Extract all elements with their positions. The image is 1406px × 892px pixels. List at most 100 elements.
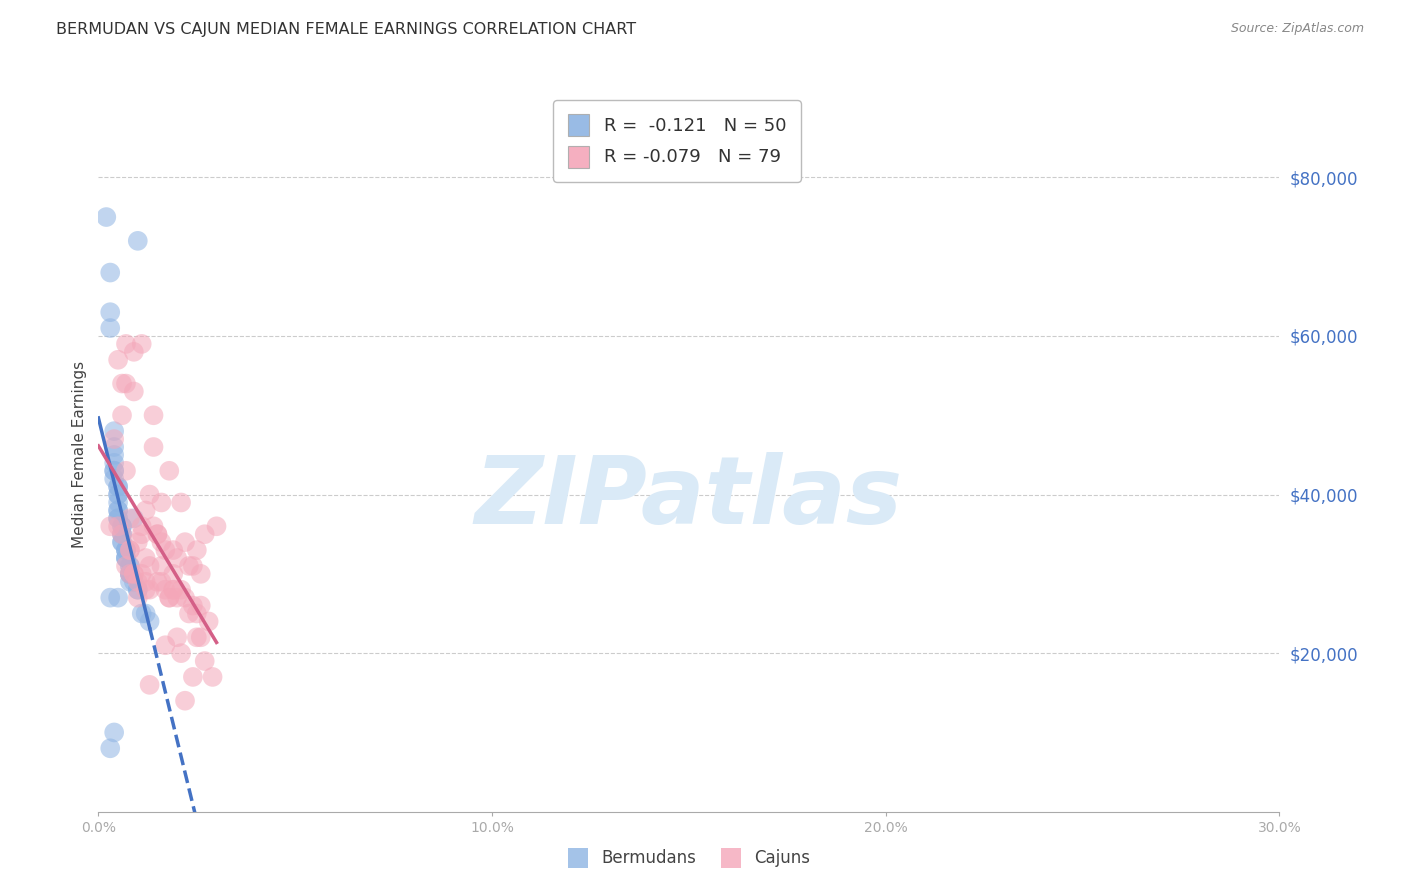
Point bbox=[118, 574, 141, 589]
Point bbox=[155, 582, 177, 597]
Point bbox=[111, 519, 134, 533]
Point bbox=[122, 566, 145, 581]
Point bbox=[174, 694, 197, 708]
Point bbox=[107, 487, 129, 501]
Point bbox=[155, 543, 177, 558]
Point bbox=[146, 574, 169, 589]
Point bbox=[115, 551, 138, 566]
Point bbox=[107, 495, 129, 509]
Point bbox=[135, 607, 157, 621]
Point bbox=[103, 464, 125, 478]
Point bbox=[115, 464, 138, 478]
Point bbox=[186, 543, 208, 558]
Point bbox=[98, 321, 121, 335]
Point bbox=[166, 551, 188, 566]
Point bbox=[107, 487, 129, 501]
Point bbox=[107, 480, 129, 494]
Point bbox=[157, 464, 180, 478]
Point bbox=[174, 591, 197, 605]
Point bbox=[118, 558, 141, 573]
Point bbox=[98, 591, 121, 605]
Point bbox=[127, 591, 149, 605]
Point bbox=[190, 566, 212, 581]
Point bbox=[115, 337, 138, 351]
Point bbox=[186, 630, 208, 644]
Point bbox=[205, 519, 228, 533]
Point bbox=[115, 376, 138, 391]
Point bbox=[98, 741, 121, 756]
Point bbox=[103, 424, 125, 438]
Point bbox=[138, 558, 160, 573]
Point bbox=[135, 503, 157, 517]
Point bbox=[146, 527, 169, 541]
Point bbox=[103, 440, 125, 454]
Point bbox=[103, 448, 125, 462]
Text: ZIPatlas: ZIPatlas bbox=[475, 451, 903, 544]
Point bbox=[111, 376, 134, 391]
Point bbox=[122, 574, 145, 589]
Point bbox=[118, 566, 141, 581]
Point bbox=[111, 409, 134, 423]
Point bbox=[142, 519, 165, 533]
Point bbox=[122, 511, 145, 525]
Legend: Bermudans, Cajuns: Bermudans, Cajuns bbox=[561, 841, 817, 875]
Point bbox=[162, 582, 184, 597]
Point bbox=[131, 607, 153, 621]
Point bbox=[142, 440, 165, 454]
Point bbox=[98, 519, 121, 533]
Point bbox=[111, 535, 134, 549]
Text: BERMUDAN VS CAJUN MEDIAN FEMALE EARNINGS CORRELATION CHART: BERMUDAN VS CAJUN MEDIAN FEMALE EARNINGS… bbox=[56, 22, 637, 37]
Point bbox=[142, 409, 165, 423]
Point bbox=[107, 503, 129, 517]
Point bbox=[135, 551, 157, 566]
Point bbox=[138, 487, 160, 501]
Point bbox=[177, 607, 200, 621]
Point bbox=[150, 495, 173, 509]
Point bbox=[155, 638, 177, 652]
Point bbox=[122, 566, 145, 581]
Point bbox=[194, 527, 217, 541]
Point bbox=[162, 566, 184, 581]
Point bbox=[181, 599, 204, 613]
Point bbox=[107, 591, 129, 605]
Point bbox=[166, 630, 188, 644]
Point bbox=[162, 582, 184, 597]
Point bbox=[111, 527, 134, 541]
Point bbox=[103, 432, 125, 446]
Point bbox=[107, 511, 129, 525]
Point bbox=[127, 582, 149, 597]
Point bbox=[138, 615, 160, 629]
Point bbox=[197, 615, 219, 629]
Point bbox=[111, 527, 134, 541]
Point bbox=[118, 566, 141, 581]
Point bbox=[127, 535, 149, 549]
Point bbox=[107, 511, 129, 525]
Point bbox=[111, 527, 134, 541]
Point bbox=[131, 337, 153, 351]
Point bbox=[150, 535, 173, 549]
Point bbox=[111, 519, 134, 533]
Point bbox=[177, 558, 200, 573]
Point bbox=[127, 574, 149, 589]
Point bbox=[166, 591, 188, 605]
Point bbox=[146, 527, 169, 541]
Point bbox=[115, 558, 138, 573]
Point bbox=[118, 511, 141, 525]
Point bbox=[118, 543, 141, 558]
Point bbox=[131, 519, 153, 533]
Point bbox=[115, 543, 138, 558]
Point bbox=[162, 543, 184, 558]
Point bbox=[181, 670, 204, 684]
Point bbox=[118, 558, 141, 573]
Point bbox=[186, 607, 208, 621]
Point bbox=[111, 535, 134, 549]
Point bbox=[115, 543, 138, 558]
Text: Source: ZipAtlas.com: Source: ZipAtlas.com bbox=[1230, 22, 1364, 36]
Point bbox=[103, 725, 125, 739]
Point bbox=[170, 582, 193, 597]
Point bbox=[131, 527, 153, 541]
Point bbox=[170, 495, 193, 509]
Point bbox=[174, 535, 197, 549]
Point bbox=[98, 266, 121, 280]
Point bbox=[107, 480, 129, 494]
